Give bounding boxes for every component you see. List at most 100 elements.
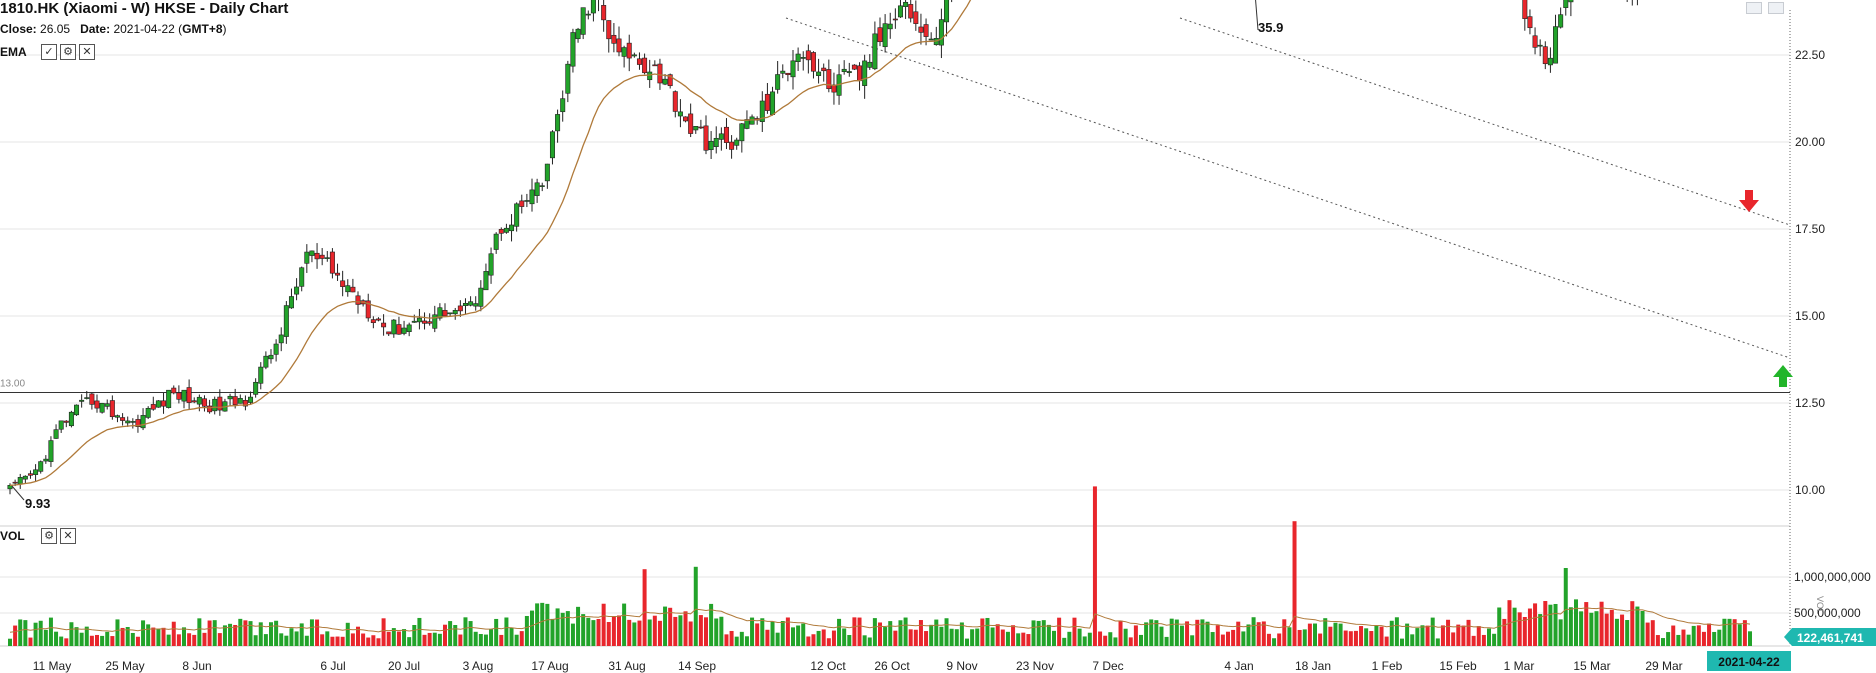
date-tick-label: 26 Oct: [874, 659, 910, 673]
print-icon[interactable]: [1768, 2, 1784, 14]
volume-bar: [847, 635, 852, 646]
volume-bar: [1538, 614, 1543, 646]
volume-bar: [606, 622, 611, 646]
low-label: 9.93: [25, 496, 50, 511]
check-icon[interactable]: ✓: [41, 44, 57, 60]
volume-bar: [586, 617, 591, 646]
volume-bar: [898, 620, 903, 646]
candle-body: [744, 119, 750, 129]
volume-bar: [990, 627, 995, 646]
volume-bar: [95, 634, 99, 646]
candle-body: [227, 395, 233, 400]
price-tick-label: 15.00: [1795, 309, 1825, 323]
volume-bar: [1353, 630, 1358, 646]
volume-bar: [320, 634, 325, 646]
volume-bar: [1609, 609, 1614, 646]
volume-bar: [1287, 627, 1292, 646]
volume-bar: [1712, 631, 1717, 646]
candle-body: [810, 52, 816, 72]
volume-bar: [1517, 612, 1522, 646]
candle-body: [94, 400, 100, 409]
volume-bar: [222, 625, 227, 646]
volume-bar: [1574, 599, 1578, 646]
candle-body: [442, 310, 448, 317]
volume-bar: [1282, 619, 1287, 646]
volume-bar: [1154, 620, 1159, 646]
gear-icon[interactable]: ⚙: [41, 528, 57, 544]
candle-body: [135, 419, 141, 427]
candle-body: [324, 257, 330, 259]
volume-bar: [59, 636, 64, 646]
candle-body: [468, 301, 474, 306]
volume-bar: [130, 632, 135, 646]
date-tick-label: 29 Mar: [1645, 659, 1682, 673]
volume-bar: [274, 620, 279, 646]
candle-body: [22, 475, 28, 480]
volume-tick-label: 500,000,000: [1794, 606, 1861, 620]
volume-bar: [228, 623, 233, 646]
volume-bar: [1553, 603, 1558, 646]
candle-body: [232, 396, 238, 406]
volume-bar: [1021, 632, 1026, 646]
candle-body: [503, 227, 509, 233]
volume-bar: [115, 619, 120, 646]
candle-body: [422, 320, 428, 324]
candle-body: [120, 417, 126, 421]
volume-bar: [965, 638, 969, 646]
volume-bar: [325, 631, 330, 646]
volume-bar: [1405, 623, 1410, 646]
candle-body: [114, 415, 120, 418]
candle-body: [401, 327, 407, 334]
candle-body: [1532, 35, 1538, 48]
candle-body: [1568, 0, 1574, 3]
volume-bar: [345, 622, 350, 646]
volume-bar: [1589, 612, 1594, 646]
volume-bar: [1297, 629, 1302, 646]
volume-bar: [1169, 618, 1174, 646]
candle-body: [273, 343, 279, 355]
volume-bar: [1011, 625, 1016, 646]
volume-bar: [652, 615, 657, 646]
volume-bar: [576, 606, 581, 646]
volume-bar: [1625, 620, 1630, 646]
candle-body: [841, 68, 847, 73]
volume-ma-series: [9, 607, 1751, 633]
candle-body: [601, 5, 607, 21]
volume-bar: [1579, 611, 1584, 646]
volume-bar: [678, 615, 683, 646]
image-icon[interactable]: [1746, 2, 1762, 14]
volume-bar: [1655, 635, 1660, 646]
candle-body: [882, 23, 888, 48]
close-icon[interactable]: ✕: [60, 528, 76, 544]
candle-body: [816, 71, 822, 76]
candle-body: [851, 64, 857, 70]
horizontal-level: 13.00: [0, 379, 1790, 394]
candle-body: [161, 400, 167, 407]
volume-bar: [1031, 620, 1036, 646]
volume-bar: [105, 631, 110, 646]
volume-bar: [1246, 624, 1251, 646]
trendlines[interactable]: [785, 0, 1791, 359]
volume-bar: [1522, 616, 1527, 646]
date-tick-label: 15 Feb: [1439, 659, 1477, 673]
gear-icon[interactable]: ⚙: [60, 44, 76, 60]
volume-bar: [468, 621, 473, 646]
volume-bar: [212, 620, 217, 646]
candle-body: [821, 67, 827, 72]
volume-bar: [1164, 636, 1169, 646]
candle-body: [488, 253, 494, 276]
candle-body: [800, 57, 806, 59]
candle-body: [611, 34, 617, 44]
close-icon[interactable]: ✕: [79, 44, 95, 60]
volume-bar: [1226, 631, 1230, 646]
candle-body: [294, 286, 300, 295]
volume-bar: [23, 620, 28, 646]
volume-bar: [581, 614, 586, 646]
volume-bar: [8, 638, 12, 646]
candle-body: [186, 387, 192, 403]
candle-body: [258, 366, 264, 384]
date-tick-label: 25 May: [105, 659, 144, 673]
volume-axis-unit: VOL: [1815, 596, 1825, 614]
ema-label: EMA: [0, 45, 27, 59]
